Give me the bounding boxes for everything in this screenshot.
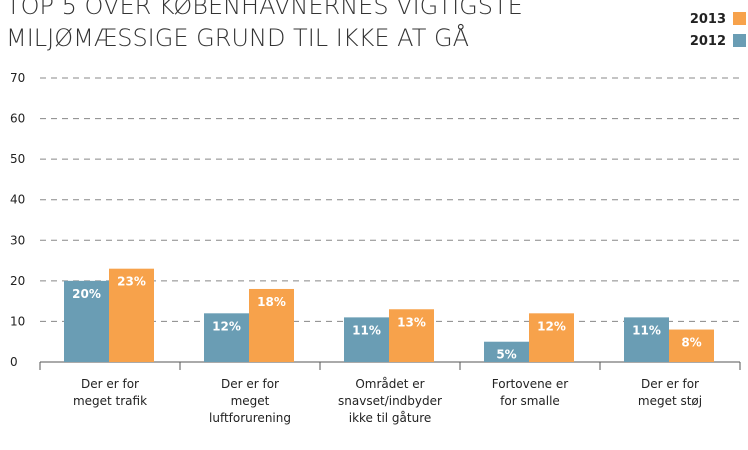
x-tick-label: Området er snavset/indbyder ikke til gåt… (338, 377, 442, 425)
bar (109, 268, 154, 362)
legend-swatch (733, 34, 746, 47)
y-tick-label: 10 (10, 314, 25, 328)
bar (249, 288, 294, 362)
data-label: 18% (257, 295, 286, 309)
y-tick-label: 30 (10, 233, 25, 247)
y-tick-label: 60 (10, 112, 25, 126)
data-label: 11% (352, 323, 381, 337)
bar (669, 329, 714, 362)
bar (624, 317, 669, 362)
x-tick-label: Der er for meget trafik (72, 377, 148, 408)
y-tick-label: 70 (10, 71, 25, 85)
data-label: 23% (117, 275, 146, 289)
data-label: 12% (537, 319, 566, 333)
y-tick-label: 0 (10, 355, 18, 369)
bar (344, 317, 389, 362)
data-label: 8% (681, 336, 701, 350)
chart-title: TOP 5 OVER KØBENHAVNERNES VIGTIGSTE (6, 0, 523, 20)
bar (204, 313, 249, 362)
x-tick-label: Der er for meget luftforurening (209, 377, 291, 425)
x-tick-label: Der er for meget støj (637, 377, 703, 408)
data-label: 13% (397, 315, 426, 329)
data-label: 11% (632, 323, 661, 337)
y-tick-label: 20 (10, 274, 25, 288)
x-tick-label: Fortovene er for smalle (491, 377, 569, 408)
legend-swatch (733, 12, 746, 25)
bar (484, 341, 529, 362)
y-tick-label: 50 (10, 152, 25, 166)
chart-title: MILJØMÆSSIGE GRUND TIL IKKE AT GÅ (6, 23, 469, 52)
legend-label: 2012 (690, 34, 726, 49)
y-tick-label: 40 (10, 193, 25, 207)
data-label: 20% (72, 287, 101, 301)
data-label: 5% (496, 348, 516, 362)
bar (64, 280, 109, 362)
bar (529, 313, 574, 362)
bar (389, 309, 434, 362)
legend-label: 2013 (690, 12, 726, 27)
data-label: 12% (212, 319, 241, 333)
